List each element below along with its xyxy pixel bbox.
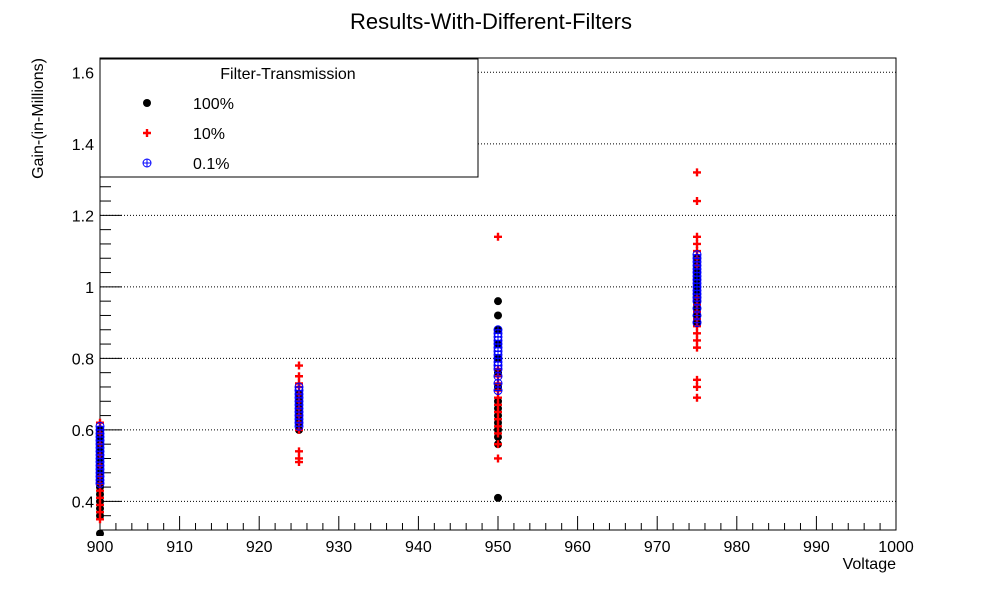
x-tick-label: 920 bbox=[246, 539, 273, 556]
data-point-cross bbox=[96, 422, 104, 431]
data-point bbox=[494, 454, 502, 463]
data-point bbox=[693, 343, 701, 352]
legend-marker bbox=[143, 129, 151, 137]
data-point bbox=[295, 372, 303, 381]
y-tick-label: 0.4 bbox=[72, 494, 94, 511]
y-tick-label: 1 bbox=[85, 280, 94, 297]
legend-label: 100% bbox=[193, 96, 234, 113]
data-point-cross bbox=[693, 250, 701, 259]
data-point bbox=[693, 329, 701, 338]
legend-entries: 100% 10% 0.1% bbox=[142, 96, 234, 173]
legend-marker bbox=[142, 158, 152, 168]
series-3 bbox=[95, 250, 702, 489]
x-tick-label: 930 bbox=[325, 539, 352, 556]
data-point bbox=[693, 382, 701, 391]
data-point bbox=[693, 232, 701, 241]
data-point bbox=[493, 325, 503, 335]
legend-label: 0.1% bbox=[193, 156, 229, 173]
data-point-cross bbox=[295, 382, 303, 391]
data-point bbox=[294, 382, 304, 392]
data-point bbox=[494, 408, 502, 416]
data-point bbox=[692, 250, 702, 260]
data-point bbox=[96, 493, 104, 502]
data-point bbox=[494, 297, 502, 306]
data-point bbox=[295, 361, 303, 370]
series-2 bbox=[96, 168, 701, 524]
data-point bbox=[693, 393, 701, 402]
data-point bbox=[295, 447, 303, 456]
data-point bbox=[494, 311, 502, 320]
data-point bbox=[494, 493, 502, 502]
x-tick-label: 960 bbox=[564, 539, 591, 556]
y-tick-label: 0.6 bbox=[72, 423, 94, 440]
legend-marker bbox=[143, 99, 151, 107]
x-axis-label: Voltage bbox=[843, 556, 896, 573]
data-point bbox=[693, 336, 701, 345]
data-point bbox=[96, 508, 104, 517]
legend-box bbox=[99, 58, 479, 178]
data-point bbox=[494, 429, 502, 438]
x-tick-label: 940 bbox=[405, 539, 432, 556]
data-point bbox=[494, 415, 502, 424]
data-point bbox=[693, 168, 701, 177]
data-point bbox=[494, 422, 502, 431]
data-point bbox=[96, 515, 104, 524]
x-tick-label: 910 bbox=[166, 539, 193, 556]
y-tick-label: 1.4 bbox=[72, 137, 94, 154]
x-tick-label: 970 bbox=[644, 539, 671, 556]
chart-title: Results-With-Different-Filters bbox=[350, 9, 632, 34]
data-point bbox=[494, 440, 502, 449]
data-point bbox=[693, 375, 701, 384]
data-point-cross bbox=[494, 325, 502, 334]
x-tick-label: 980 bbox=[723, 539, 750, 556]
legend-marker-cross bbox=[143, 159, 151, 167]
data-points bbox=[95, 168, 702, 536]
data-point bbox=[693, 239, 701, 248]
y-tick-label: 1.2 bbox=[72, 208, 94, 225]
data-point bbox=[494, 400, 502, 409]
x-tick-label: 1000 bbox=[878, 539, 914, 556]
data-point bbox=[95, 421, 105, 431]
data-point bbox=[96, 529, 104, 536]
x-tick-label: 950 bbox=[485, 539, 512, 556]
y-axis-label: Gain-(in-Millions) bbox=[30, 58, 47, 179]
legend-title: Filter-Transmission bbox=[220, 66, 355, 83]
legend-label: 10% bbox=[193, 126, 225, 143]
legend: Filter-Transmission 100% 10% 0.1% bbox=[99, 58, 479, 178]
data-point bbox=[295, 454, 303, 463]
data-point bbox=[693, 197, 701, 206]
y-tick-label: 1.6 bbox=[72, 65, 94, 82]
x-tick-label: 900 bbox=[87, 539, 114, 556]
data-point bbox=[494, 232, 502, 241]
axes: 0.4 0.6 0.8 1 1.2 1.4 1.6 900 910 920 930 940 950 960… bbox=[72, 57, 914, 556]
data-point bbox=[96, 500, 104, 509]
y-tick-label: 0.8 bbox=[72, 351, 94, 368]
x-tick-label: 990 bbox=[803, 539, 830, 556]
